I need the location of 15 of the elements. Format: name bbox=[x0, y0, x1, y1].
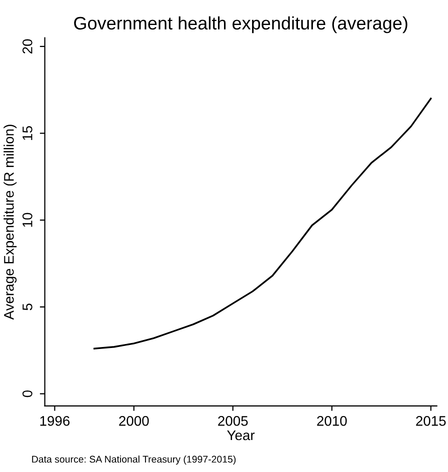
x-axis-title: Year bbox=[227, 430, 255, 440]
x-tick-label: 2000 bbox=[119, 416, 149, 426]
line-series bbox=[93, 98, 432, 350]
y-axis-title: Average Expenditure (R million) bbox=[4, 124, 17, 320]
y-tick-label: 0 bbox=[22, 390, 32, 398]
x-tick-label: 1996 bbox=[40, 416, 70, 426]
x-tick-label: 2015 bbox=[416, 416, 446, 426]
y-tick-label: 15 bbox=[22, 126, 32, 140]
chart-title: Government health expenditure (average) bbox=[74, 16, 408, 34]
source-note: Data source: SA National Treasury (1997-2015) bbox=[32, 456, 236, 465]
y-tick-label: 20 bbox=[22, 39, 32, 54]
y-tick-label: 5 bbox=[22, 304, 32, 310]
x-tick-label: 2010 bbox=[317, 416, 347, 426]
y-tick-label: 10 bbox=[22, 212, 32, 227]
x-tick-label: 2005 bbox=[218, 416, 248, 426]
